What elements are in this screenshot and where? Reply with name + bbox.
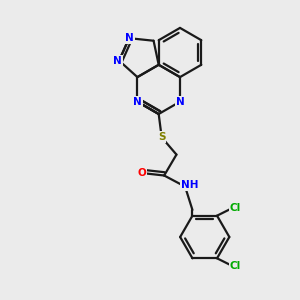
Text: Cl: Cl bbox=[230, 203, 241, 213]
Text: O: O bbox=[138, 168, 146, 178]
Text: S: S bbox=[158, 132, 165, 142]
Text: N: N bbox=[113, 56, 122, 66]
Text: NH: NH bbox=[181, 180, 198, 190]
Text: N: N bbox=[176, 97, 184, 107]
Text: N: N bbox=[133, 97, 142, 107]
Text: N: N bbox=[125, 33, 134, 43]
Text: Cl: Cl bbox=[230, 261, 241, 271]
